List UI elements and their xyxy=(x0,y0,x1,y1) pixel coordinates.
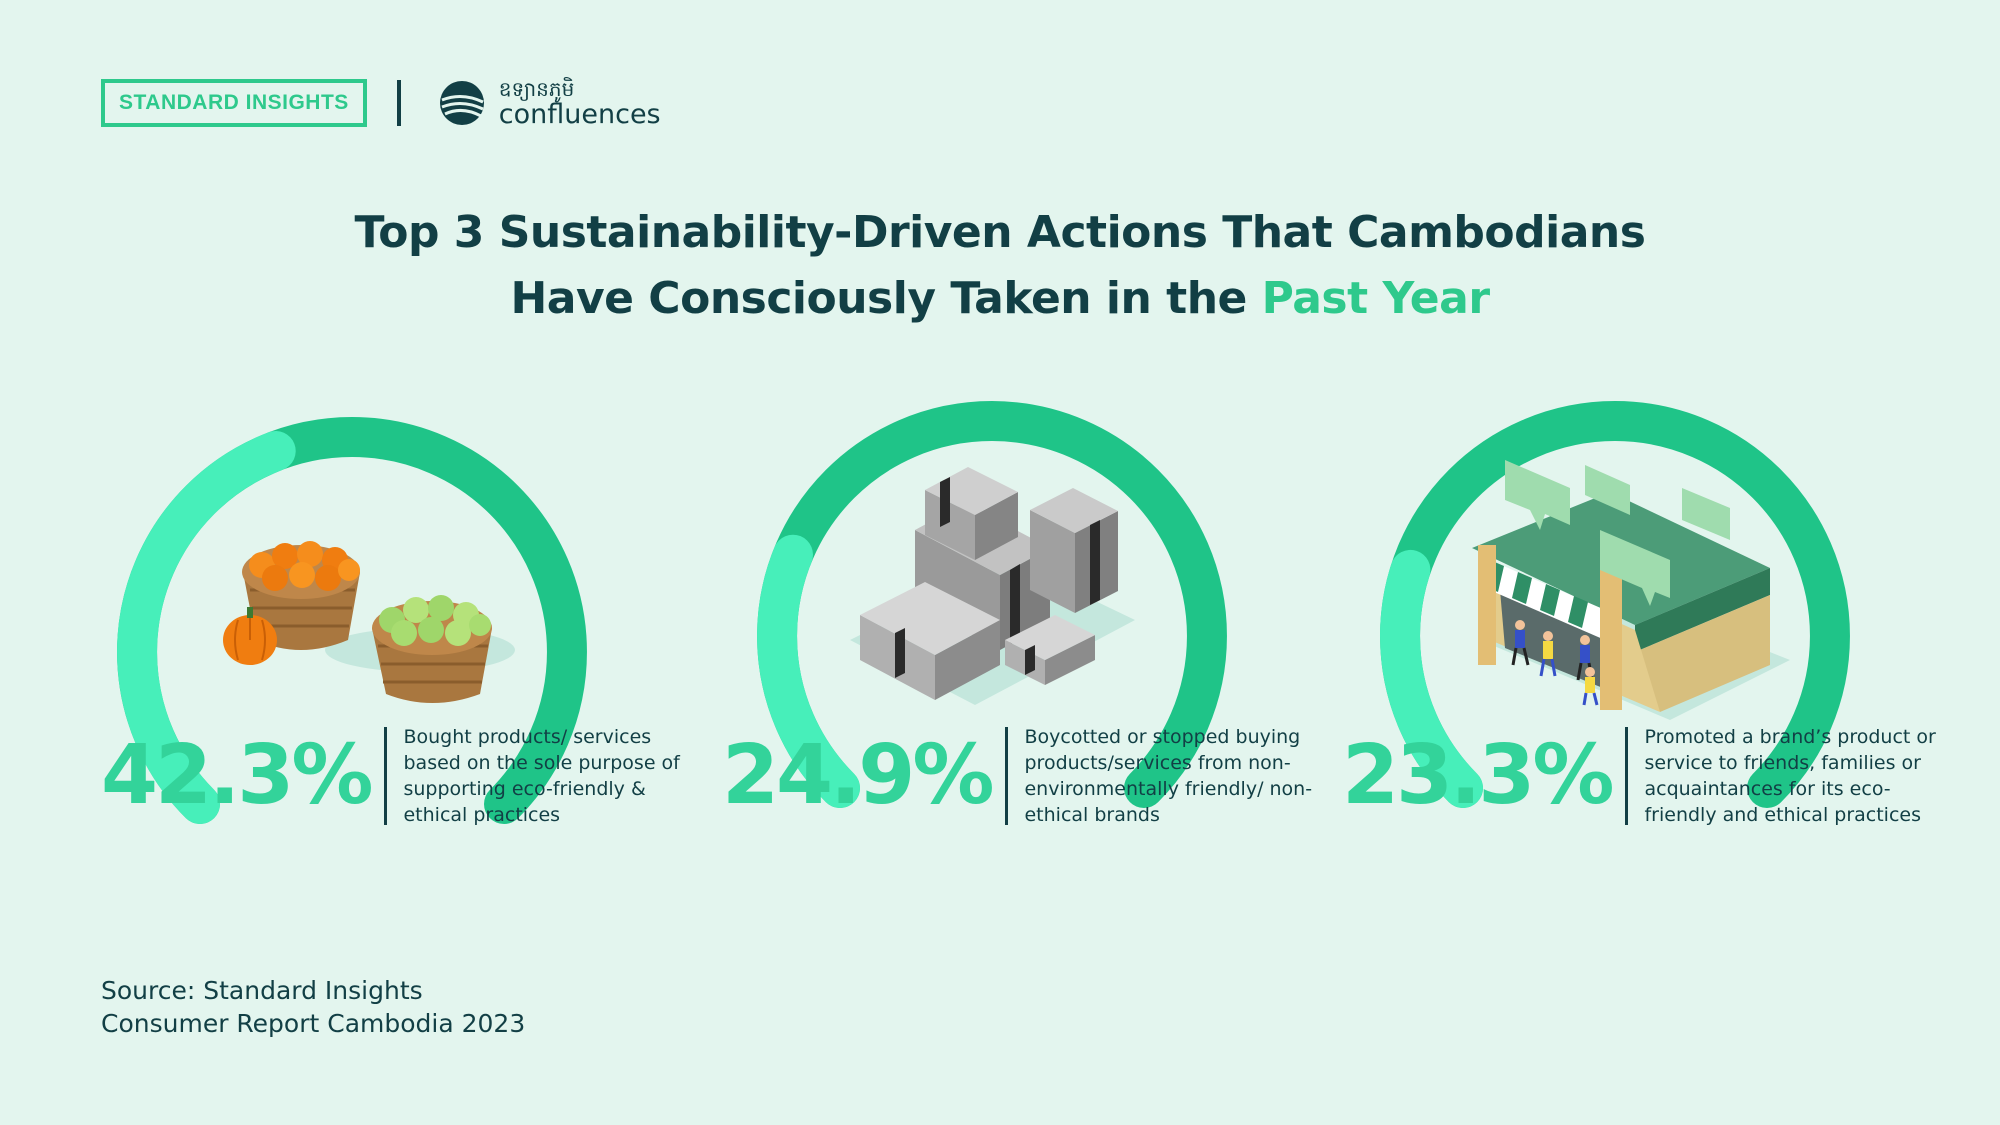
stat-block-1: 42.3% Bought products/ services based on… xyxy=(101,720,708,832)
title-line-2-prefix: Have Consciously Taken in the xyxy=(510,273,1262,324)
stat-block-2: 24.9% Boycotted or stopped buying produc… xyxy=(722,720,1329,832)
storefront-icon xyxy=(1472,460,1790,720)
stat-value: 42.3% xyxy=(101,728,373,823)
title-line-2: Have Consciously Taken in the Past Year xyxy=(0,266,2000,332)
source-note: Source: Standard Insights Consumer Repor… xyxy=(101,974,525,1040)
header-branding: STANDARD INSIGHTS ឧទ្យានភូមិ confluences xyxy=(101,79,661,128)
stat-description: Boycotted or stopped buying products/ser… xyxy=(1024,726,1313,826)
confluences-globe-icon xyxy=(439,81,484,125)
stat-divider xyxy=(1005,727,1009,825)
stat-description: Promoted a brand’s product or service to… xyxy=(1644,726,1936,826)
produce-baskets-icon xyxy=(223,541,515,703)
stat-divider xyxy=(384,727,388,825)
header-divider xyxy=(396,80,401,126)
stat-divider xyxy=(1625,727,1629,825)
stat-value: 24.9% xyxy=(722,728,994,823)
stat-description: Bought products/ services based on the s… xyxy=(403,726,680,826)
stat-block-3: 23.3% Promoted a brand’s product or serv… xyxy=(1342,720,1949,832)
title-highlight: Past Year xyxy=(1261,273,1490,324)
standard-insights-logo: STANDARD INSIGHTS xyxy=(101,79,367,127)
partner-khmer-name: ឧទ្យានភូមិ xyxy=(498,76,575,101)
gauge-fill-3 xyxy=(1380,549,1483,808)
page-title: Top 3 Sustainability-Driven Actions That… xyxy=(0,200,2000,332)
title-line-1: Top 3 Sustainability-Driven Actions That… xyxy=(354,207,1646,258)
gauge-fill-2 xyxy=(757,534,860,808)
gauge-fill-1 xyxy=(117,431,296,824)
confluences-logo: ឧទ្យានភូមិ confluences xyxy=(439,79,661,128)
boxes-icon xyxy=(850,467,1135,705)
stat-value: 23.3% xyxy=(1342,728,1614,823)
source-line-2: Consumer Report Cambodia 2023 xyxy=(101,1009,526,1038)
partner-name: confluences xyxy=(498,98,661,130)
source-line-1: Source: Standard Insights xyxy=(101,976,423,1005)
